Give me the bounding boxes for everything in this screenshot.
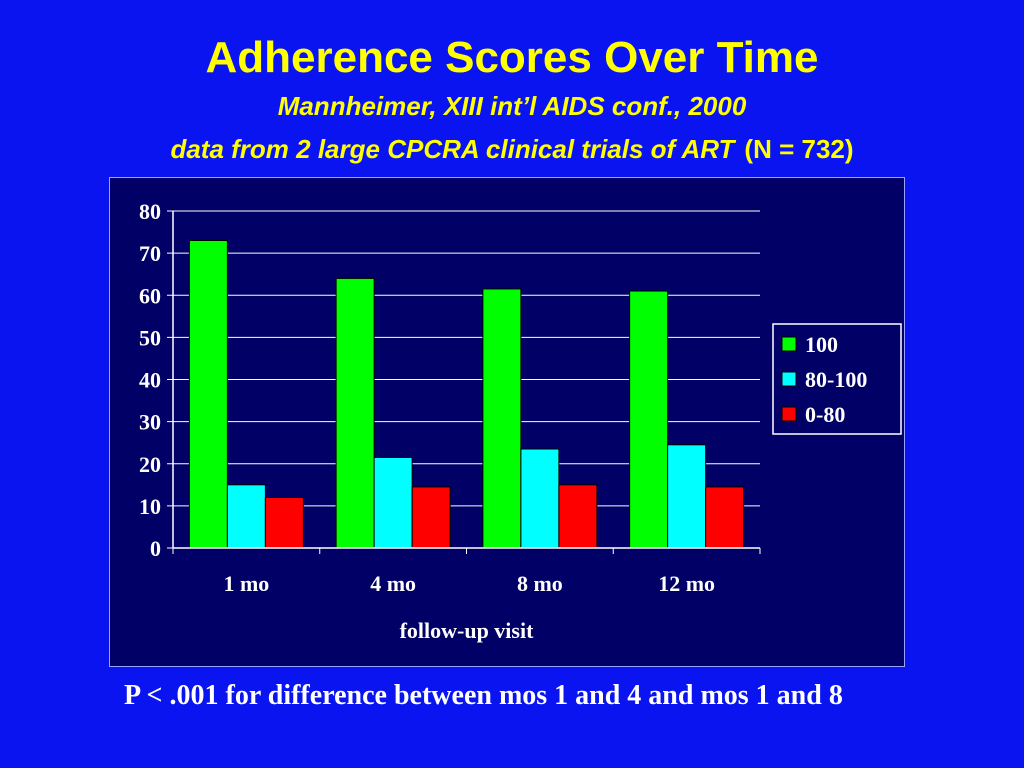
bar-80-100-8-mo — [520, 448, 560, 549]
bar-80-100-12-mo — [667, 444, 707, 549]
x-axis-title: follow-up visit — [400, 618, 535, 643]
x-category-label: 8 mo — [517, 571, 563, 596]
y-tick-label: 70 — [139, 241, 161, 266]
y-tick-label: 40 — [139, 368, 161, 393]
y-tick-label: 10 — [139, 494, 161, 519]
legend-label: 0-80 — [805, 402, 845, 427]
legend-label: 100 — [805, 332, 838, 357]
bar-0-80-1-mo — [264, 496, 304, 549]
bar-0-80-4-mo — [411, 486, 451, 549]
bar-0-80-8-mo — [558, 484, 598, 549]
x-category-label: 12 mo — [658, 571, 715, 596]
bar-100-4-mo — [335, 277, 375, 549]
bar-80-100-4-mo — [373, 456, 413, 549]
bar-100-1-mo — [188, 239, 228, 549]
y-tick-label: 80 — [139, 199, 161, 224]
legend-swatch — [781, 371, 797, 387]
sample-size: (N = 732) — [744, 134, 854, 164]
legend-swatch — [781, 406, 797, 422]
bar-100-12-mo — [629, 290, 669, 549]
source-description: data from 2 large CPCRA clinical trials … — [170, 134, 735, 164]
legend-label: 80-100 — [805, 367, 867, 392]
significance-footnote: P < .001 for difference between mos 1 an… — [124, 680, 843, 711]
adherence-bar-chart: 0 10 20 30 40 50 60 70 80 1 mo 4 mo 8 mo 12 mo follow… — [109, 177, 905, 667]
y-tick-label: 60 — [139, 283, 161, 308]
x-category-label: 4 mo — [370, 571, 416, 596]
legend-swatch — [781, 336, 797, 352]
y-tick-label: 30 — [139, 410, 161, 435]
slide-title: Adherence Scores Over Time — [205, 33, 819, 82]
bar-80-100-1-mo — [226, 484, 266, 549]
y-tick-label: 0 — [150, 536, 161, 561]
x-category-label: 1 mo — [223, 571, 269, 596]
bar-0-80-12-mo — [705, 486, 745, 549]
y-tick-label: 50 — [139, 325, 161, 350]
slide-subtitle: Mannheimer, XIII int’l AIDS conf., 2000 — [277, 91, 747, 121]
y-tick-label: 20 — [139, 452, 161, 477]
bar-100-8-mo — [482, 288, 522, 549]
slide-subtitle-source: data from 2 large CPCRA clinical trials … — [0, 133, 1024, 165]
